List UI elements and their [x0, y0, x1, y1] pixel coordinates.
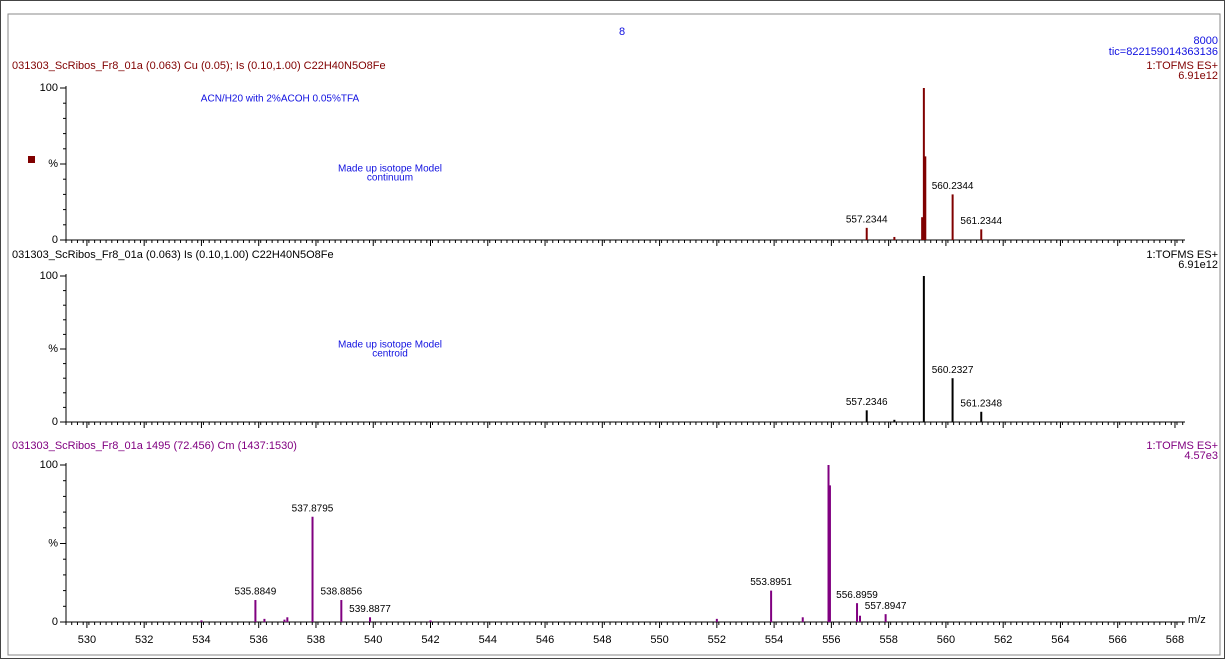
x-tick-label: 548	[593, 634, 611, 646]
peak-label: 560.2327	[932, 365, 974, 376]
x-tick-label: 542	[421, 634, 439, 646]
annotation: Made up isotope Model	[338, 340, 442, 351]
y-tick-label: 100	[40, 270, 58, 282]
peak-label: 557.2344	[846, 214, 888, 225]
y-tick-label: 0	[52, 616, 58, 628]
peak-label: 556.8959	[836, 590, 878, 601]
peak-label: 538.8856	[320, 587, 362, 598]
intensity-scale: 4.57e3	[1184, 450, 1218, 462]
intensity-scale: 6.91e12	[1178, 259, 1218, 271]
x-tick-label: 556	[822, 634, 840, 646]
peak-label: 535.8849	[235, 587, 277, 598]
peak-label: 539.8877	[349, 604, 391, 615]
x-tick-label: 562	[994, 634, 1012, 646]
x-tick-label: 546	[536, 634, 554, 646]
annotation: ACN/H20 with 2%ACOH 0.05%TFA	[201, 94, 360, 105]
x-tick-label: 538	[307, 634, 325, 646]
panel-title: 031303_ScRibos_Fr8_01a (0.063) Cu (0.05)…	[12, 60, 386, 72]
x-tick-label: 550	[650, 634, 668, 646]
header-right: 8000	[1194, 35, 1218, 47]
x-tick-label: 560	[937, 634, 955, 646]
peak-label: 557.8947	[865, 601, 907, 612]
y-tick-label: %	[48, 343, 58, 355]
acquisition-mode: 1:TOFMS ES+	[1146, 249, 1218, 261]
x-tick-label: 530	[78, 634, 96, 646]
x-tick-label: 568	[1166, 634, 1184, 646]
x-tick-label: 552	[708, 634, 726, 646]
peak-label: 557.2346	[846, 397, 888, 408]
scan-number: 8	[619, 26, 625, 38]
peak-label: 561.2348	[960, 398, 1002, 409]
annotation: Made up isotope Model	[338, 164, 442, 175]
y-tick-label: 100	[40, 459, 58, 471]
peak-label: 561.2344	[960, 216, 1002, 227]
x-tick-label: 564	[1051, 634, 1069, 646]
peak-label: 560.2344	[932, 181, 974, 192]
x-tick-label: 544	[479, 634, 497, 646]
y-tick-label: %	[48, 158, 58, 170]
trace-marker	[28, 156, 35, 163]
inner-frame	[7, 13, 1221, 656]
peak-label: 553.8951	[750, 577, 792, 588]
peak-label: 537.8795	[292, 503, 334, 514]
annotation: continuum	[367, 173, 413, 184]
panel-title: 031303_ScRibos_Fr8_01a (0.063) Is (0.10,…	[12, 249, 334, 261]
annotation: centroid	[372, 349, 408, 360]
x-tick-label: 554	[765, 634, 783, 646]
x-tick-label: 534	[192, 634, 210, 646]
acquisition-mode: 1:TOFMS ES+	[1146, 440, 1218, 452]
x-tick-label: 532	[135, 634, 153, 646]
x-tick-label: 540	[364, 634, 382, 646]
x-tick-label: 536	[250, 634, 268, 646]
y-tick-label: %	[48, 537, 58, 549]
acquisition-mode: 1:TOFMS ES+	[1146, 60, 1218, 72]
y-tick-label: 0	[52, 416, 58, 428]
tic: tic=822159014363136	[1109, 46, 1218, 58]
x-axis-label: m/z	[1188, 614, 1206, 626]
y-tick-label: 0	[52, 234, 58, 246]
x-tick-label: 566	[1109, 634, 1127, 646]
intensity-scale: 6.91e12	[1178, 70, 1218, 82]
y-tick-label: 100	[40, 82, 58, 94]
x-tick-label: 558	[879, 634, 897, 646]
panel-title: 031303_ScRibos_Fr8_01a 1495 (72.456) Cm …	[12, 440, 297, 452]
